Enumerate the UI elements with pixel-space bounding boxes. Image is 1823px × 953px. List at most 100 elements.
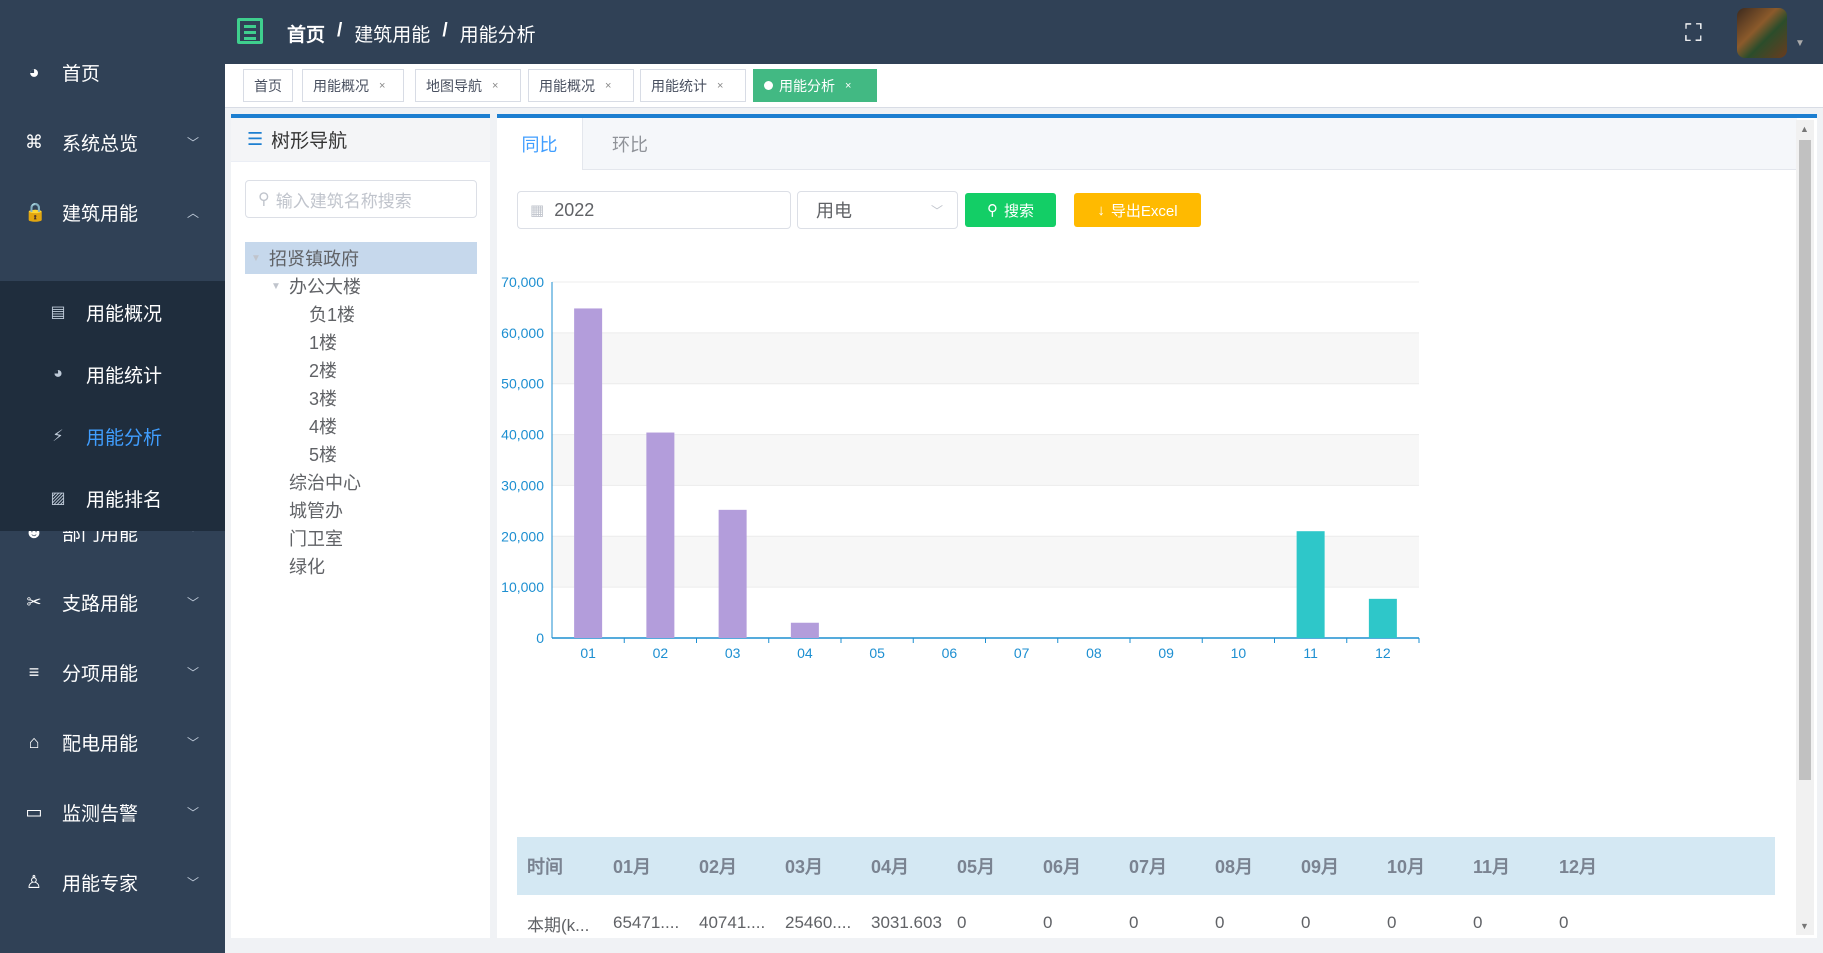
tree-node[interactable]: 城管办 xyxy=(245,494,477,526)
scroll-up-icon[interactable]: ▲ xyxy=(1800,124,1809,134)
tree-node-label: 2楼 xyxy=(309,361,338,381)
year-picker[interactable]: ▦ 2022 xyxy=(517,191,791,229)
tree-panel: ☰ 树形导航 ⚲ 输入建筑名称搜索 ▼ 招贤镇政府 ▼ 办公大楼 负1楼 1楼 2楼 3楼 4楼… xyxy=(231,114,490,938)
tag-1[interactable]: 用能概况 × xyxy=(302,69,404,102)
tree-node[interactable]: 5楼 xyxy=(245,438,477,470)
caret-down-icon[interactable]: ▼ xyxy=(271,280,281,292)
tree-node-label: 3楼 xyxy=(309,389,338,409)
avatar[interactable] xyxy=(1737,8,1787,58)
download-icon: ↓ xyxy=(1097,201,1105,219)
tag-2[interactable]: 地图导航 × xyxy=(415,69,521,102)
x-tick-label: 12 xyxy=(1375,645,1391,661)
tree-node-label: 1楼 xyxy=(309,333,338,353)
export-excel-button[interactable]: ↓ 导出Excel xyxy=(1074,193,1201,227)
tree-node[interactable]: 3楼 xyxy=(245,382,477,414)
table-cell: 25460.... xyxy=(785,913,852,932)
tag-label: 用能分析 xyxy=(779,77,835,94)
table-header-cell: 08月 xyxy=(1215,857,1254,877)
breadcrumb-separator: / xyxy=(337,20,343,41)
table-cell: 0 xyxy=(1473,913,1483,932)
submenu-item-0[interactable]: ▤ 用能概况 xyxy=(0,281,225,343)
tree-node[interactable]: 综治中心 xyxy=(245,466,477,498)
tree-node[interactable]: 4楼 xyxy=(245,410,477,442)
close-icon[interactable]: × xyxy=(379,79,386,92)
tree-node[interactable]: 负1楼 xyxy=(245,298,477,330)
list-icon: ≡ xyxy=(28,661,40,682)
submenu-item-2[interactable]: ⚡ 用能分析 xyxy=(0,405,225,467)
sidebar-item-0[interactable]: ◕ 首页 xyxy=(0,37,225,107)
tag-3[interactable]: 用能概况 × xyxy=(528,69,634,102)
sidebar-item-label: 支路用能 xyxy=(62,593,139,615)
sidebar: ◕ 首页 ⌘ 系统总览 ﹀ 🔒 建筑用能 ︿ ☻ 部门用能 ﹀ ✂ 支路用能 ﹀ ≡ 分项用能 ﹀ ⌂ 配电用能 ﹀ ▭… xyxy=(0,0,225,953)
sidebar-item-5[interactable]: ≡ 分项用能 ﹀ xyxy=(0,637,225,707)
sidebar-item-1[interactable]: ⌘ 系统总览 ﹀ xyxy=(0,107,225,177)
caret-down-icon[interactable]: ▼ xyxy=(251,252,261,264)
y-tick-label: 10,000 xyxy=(501,579,544,595)
sidebar-item-label: 首页 xyxy=(62,63,101,85)
tag-5[interactable]: 用能分析 × xyxy=(753,69,877,102)
scrollbar[interactable]: ▲ ▼ xyxy=(1796,120,1814,935)
sidebar-item-2[interactable]: 🔒 建筑用能 ︿ xyxy=(0,177,225,247)
fullscreen-icon[interactable]: ⛶ xyxy=(1685,20,1702,47)
table-cell: 40741.... xyxy=(699,913,766,932)
tag-4[interactable]: 用能统计 × xyxy=(640,69,746,102)
breadcrumb-item-home[interactable]: 首页 xyxy=(287,25,326,46)
tags-view: 首页 用能概况 × 地图导航 × 用能概况 × 用能统计 × 用能分析 × xyxy=(225,64,1823,108)
tag-0[interactable]: 首页 xyxy=(243,69,293,102)
hamburger-icon[interactable] xyxy=(237,18,263,44)
submenu-item-label: 用能排名 xyxy=(86,489,163,511)
chevron-down-icon: ﹀ xyxy=(186,735,199,750)
tree-node[interactable]: ▼ 招贤镇政府 xyxy=(245,242,477,274)
chevron-down-icon: ﹀ xyxy=(186,875,199,890)
table-cell: 65471.... xyxy=(613,913,680,932)
briefcase-icon: ⌂ xyxy=(28,731,40,752)
caret-down-icon[interactable]: ▼ xyxy=(1795,38,1805,49)
tree-node[interactable]: ▼ 办公大楼 xyxy=(245,270,477,302)
tree-search-input[interactable]: ⚲ 输入建筑名称搜索 xyxy=(245,180,477,218)
monitor-icon: ▭ xyxy=(25,801,43,822)
image-icon: ▨ xyxy=(50,490,66,507)
sidebar-item-6[interactable]: ⌂ 配电用能 ﹀ xyxy=(0,707,225,777)
close-icon[interactable]: × xyxy=(845,79,852,92)
search-button[interactable]: ⚲ 搜索 xyxy=(965,193,1056,227)
gauge-icon: ◕ xyxy=(53,365,63,382)
sidebar-item-7[interactable]: ▭ 监测告警 ﹀ xyxy=(0,777,225,847)
energy-type-select[interactable]: 用电 ﹀ xyxy=(797,191,958,229)
close-icon[interactable]: × xyxy=(492,79,499,92)
sidebar-item-8[interactable]: ♙ 用能专家 ﹀ xyxy=(0,847,225,917)
building-energy-submenu: ▤ 用能概况 ◕ 用能统计 ⚡ 用能分析 ▨ 用能排名 xyxy=(0,281,225,531)
tag-label: 用能统计 xyxy=(651,77,707,94)
year-value: 2022 xyxy=(554,199,595,220)
y-tick-label: 70,000 xyxy=(501,274,544,290)
sidebar-item-4[interactable]: ✂ 支路用能 ﹀ xyxy=(0,567,225,637)
tree-node[interactable]: 2楼 xyxy=(245,354,477,386)
x-tick-label: 01 xyxy=(580,645,596,661)
x-tick-label: 02 xyxy=(653,645,669,661)
analysis-panel: 同比 环比 ▦ 2022 用电 ﹀ ⚲ 搜索 ↓ 导出Excel 0 10,000… xyxy=(497,114,1817,938)
calendar-icon: ▦ xyxy=(530,202,545,219)
data-table: 时间 01月 02月 03月 04月 05月 06月 07月 08月 09月 10月 11月 12月 本… xyxy=(517,837,1775,951)
tree-node[interactable]: 绿化 xyxy=(245,550,477,582)
tree-node-label: 招贤镇政府 xyxy=(269,249,359,269)
breadcrumb-item-analysis: 用能分析 xyxy=(459,25,536,46)
table-header-row: 时间 01月 02月 03月 04月 05月 06月 07月 08月 09月 10月 11月 12月 xyxy=(517,837,1775,895)
tree-node-label: 绿化 xyxy=(289,557,325,577)
chart-icon: ⚡ xyxy=(52,428,64,445)
submenu-item-3[interactable]: ▨ 用能排名 xyxy=(0,467,225,529)
tree-node[interactable]: 门卫室 xyxy=(245,522,477,554)
submenu-item-1[interactable]: ◕ 用能统计 xyxy=(0,343,225,405)
x-tick-label: 04 xyxy=(797,645,813,661)
close-icon[interactable]: × xyxy=(605,79,612,92)
close-icon[interactable]: × xyxy=(717,79,724,92)
x-tick-label: 05 xyxy=(869,645,885,661)
table-cell: 0 xyxy=(1129,913,1139,932)
x-tick-label: 11 xyxy=(1303,645,1318,661)
tab-month-on-month[interactable]: 环比 xyxy=(612,135,648,155)
tree-node[interactable]: 1楼 xyxy=(245,326,477,358)
scrollbar-thumb[interactable] xyxy=(1799,140,1811,780)
tab-year-on-year[interactable]: 同比 xyxy=(497,118,583,170)
scroll-down-icon[interactable]: ▼ xyxy=(1800,921,1809,931)
tree-node-label: 办公大楼 xyxy=(289,277,361,297)
chevron-down-icon: ﹀ xyxy=(186,135,199,150)
y-tick-label: 30,000 xyxy=(501,477,544,493)
